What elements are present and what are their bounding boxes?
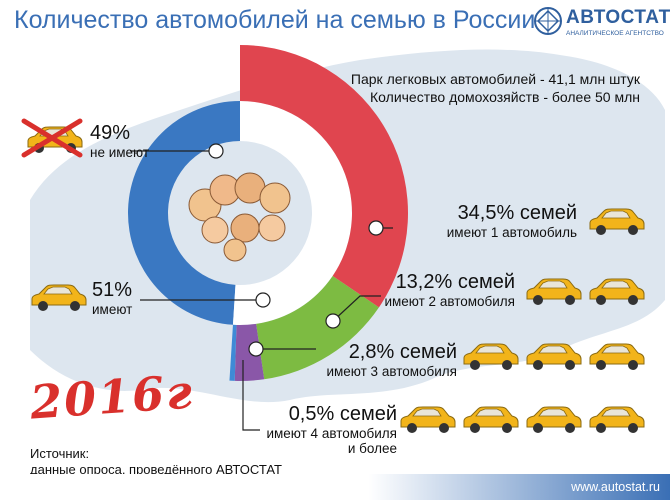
donut-slice-no-car (128, 101, 240, 325)
car-icon (400, 406, 456, 433)
page-title: Количество автомобилей на семью в России (14, 6, 536, 34)
footer-bar (0, 474, 670, 500)
no-car-text: не имеют (90, 145, 150, 160)
site-link[interactable]: www.autostat.ru (571, 480, 660, 494)
year-stamp: 2016г (28, 364, 196, 430)
car-icon (463, 343, 519, 370)
three-cars-percent: 2,8% семей (348, 341, 457, 363)
label-two-cars: 13,2% семей имеют 2 автомобиля (384, 271, 515, 309)
source-note: Источник: данные опроса, проведённого АВ… (30, 446, 282, 478)
ring-slice-one-car (240, 45, 408, 308)
summary-note: Парк легковых автомобилей - 41,1 млн шту… (351, 70, 640, 106)
logo-tagline: АНАЛИТИЧЕСКОЕ АГЕНТСТВО (566, 30, 664, 37)
connector-two-cars (332, 295, 381, 322)
marker-have-car (255, 292, 271, 308)
no-car-percent: 49% (90, 122, 131, 144)
four-cars-percent: 0,5% семей (288, 403, 397, 425)
four-cars-text-2: и более (347, 441, 397, 456)
two-cars-percent: 13,2% семей (395, 271, 515, 293)
have-car-text: имеют (92, 302, 133, 317)
connector-four-cars (242, 360, 260, 431)
have-car-percent: 51% (92, 279, 133, 301)
two-cars-text: имеют 2 автомобиля (384, 294, 515, 309)
label-no-car: 49% не имеют (90, 122, 149, 160)
four-cars-text: имеют 4 автомобиля (266, 426, 397, 441)
marker-three-cars (248, 341, 264, 357)
car-icon-have (31, 284, 87, 311)
label-four-cars: 0,5% семей имеют 4 автомобиля и более (266, 403, 397, 456)
source-label: Источник: (30, 446, 90, 461)
label-have-car: 51% имеют (92, 279, 132, 317)
donut-slice-have-car (232, 101, 353, 325)
label-three-cars: 2,8% семей имеют 3 автомобиля (326, 341, 457, 379)
ring-slice-two-cars (256, 275, 379, 380)
car-icon (589, 406, 645, 433)
note-households: Количество домохозяйств - более 50 млн (370, 89, 640, 105)
note-fleet: Парк легковых автомобилей - 41,1 млн шту… (350, 71, 640, 87)
three-cars-text: имеют 3 автомобиля (326, 364, 457, 379)
one-car-percent: 34,5% семей (457, 202, 577, 224)
family-illustration (188, 172, 291, 262)
logo-name: АВТОСТАТ (566, 7, 670, 28)
label-one-car: 34,5% семей имеют 1 автомобиль (447, 202, 577, 240)
car-icon (526, 278, 582, 305)
autostat-logo-icon (534, 7, 562, 35)
source-text: данные опроса, проведённого АВТОСТАТ (30, 462, 282, 477)
car-icon (463, 406, 519, 433)
car-icon (526, 343, 582, 370)
car-icon (589, 208, 645, 235)
ring-slice-four-cars (229, 324, 237, 381)
car-icon (526, 406, 582, 433)
marker-no-car (208, 143, 224, 159)
car-crossed-icon (21, 118, 83, 158)
marker-two-cars (325, 313, 341, 329)
one-car-text: имеют 1 автомобиль (446, 225, 577, 240)
car-icon (589, 278, 645, 305)
car-icon (589, 343, 645, 370)
marker-one-car (368, 220, 384, 236)
